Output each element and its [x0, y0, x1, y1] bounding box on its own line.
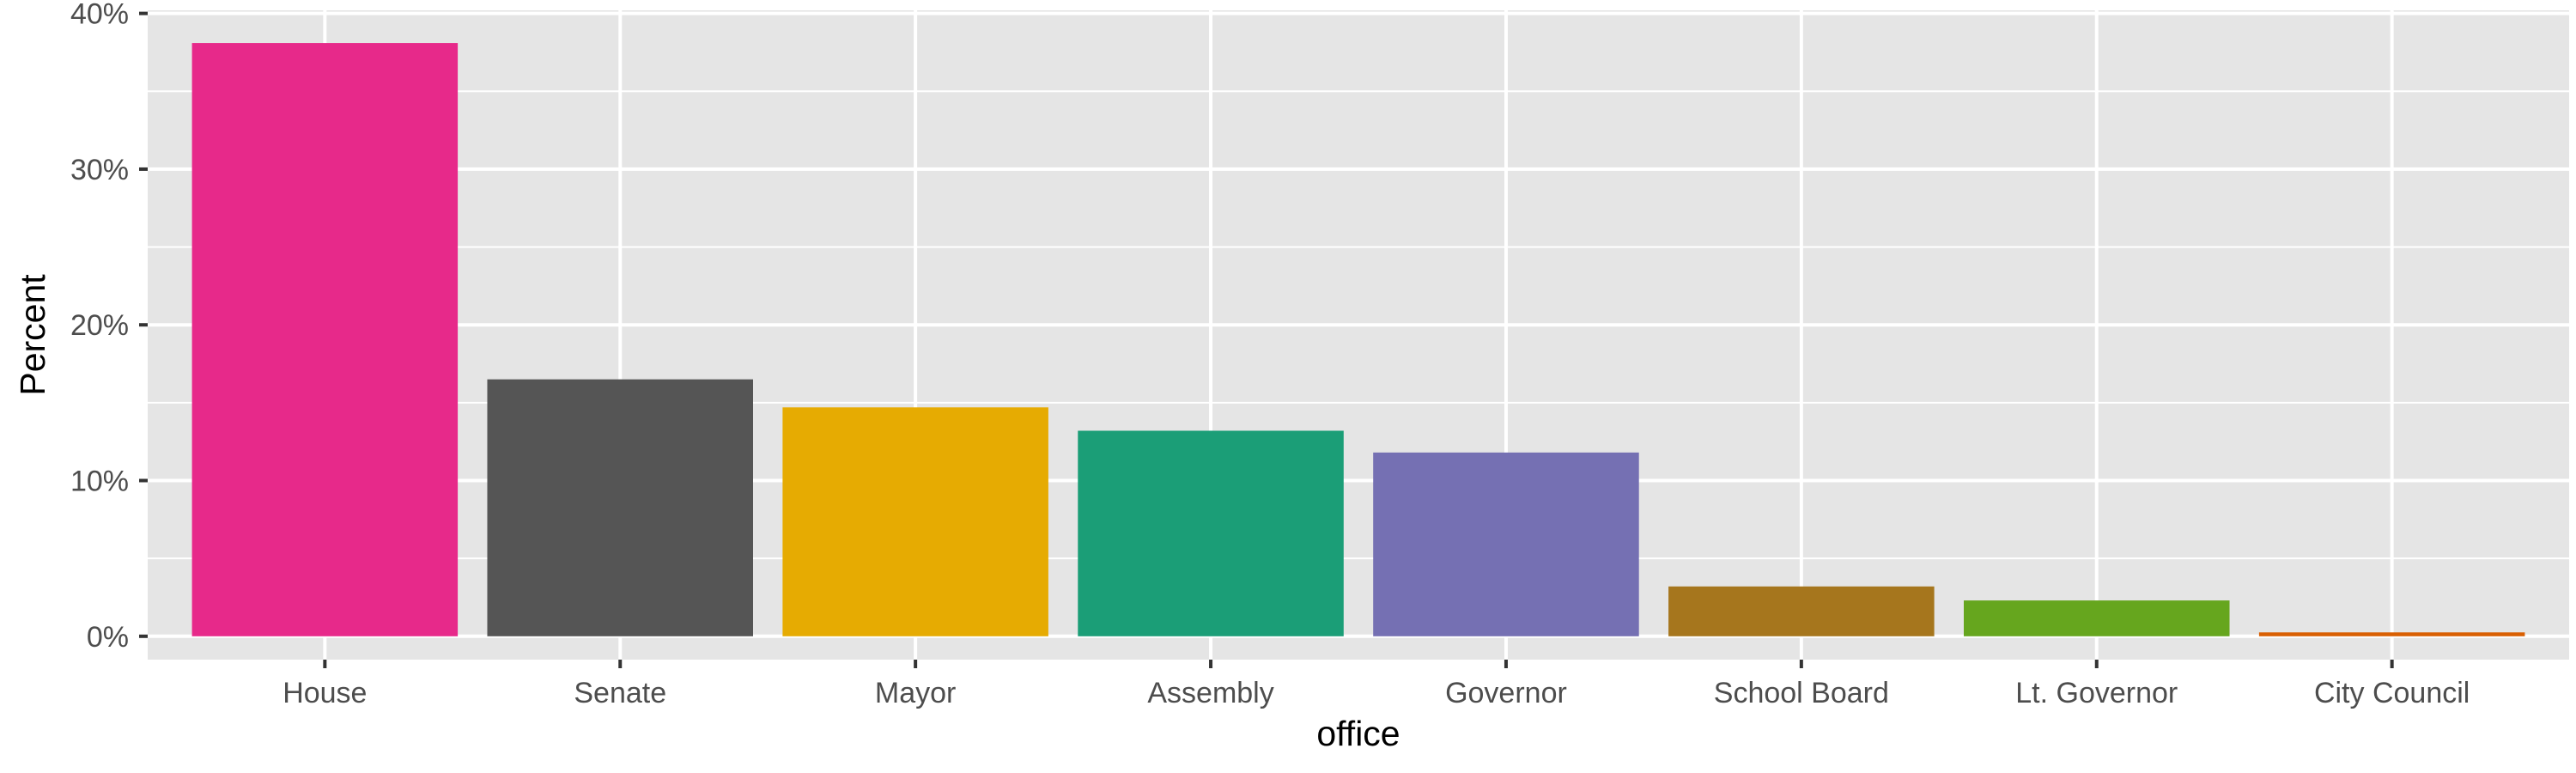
- bar-assembly: [1078, 430, 1344, 636]
- x-axis-title: office: [1316, 714, 1400, 753]
- x-tick-label: Lt. Governor: [2015, 677, 2178, 709]
- x-tick-label: School Board: [1714, 677, 1889, 709]
- bar-senate: [487, 379, 753, 636]
- y-axis: 0% 10% 20% 30% 40%: [70, 0, 148, 654]
- y-tick-label: 40%: [70, 0, 129, 31]
- bar-governor: [1373, 452, 1639, 636]
- bar-city-council: [2258, 632, 2525, 636]
- x-tick-label: Senate: [574, 677, 666, 709]
- x-tick-label: City Council: [2314, 677, 2470, 709]
- x-axis: House Senate Mayor Assembly Governor School B…: [283, 660, 2470, 709]
- y-tick-label: 10%: [70, 466, 129, 498]
- x-tick-label: Governor: [1445, 677, 1567, 709]
- x-tick-label: Assembly: [1147, 677, 1273, 709]
- bar-mayor: [782, 407, 1048, 636]
- bar-lt-governor: [1964, 600, 2230, 636]
- y-tick-label: 20%: [70, 309, 129, 342]
- y-tick-label: 0%: [87, 621, 129, 654]
- x-tick-label: House: [283, 677, 367, 709]
- bar-house: [191, 43, 459, 636]
- x-tick-label: Mayor: [875, 677, 956, 709]
- y-axis-title: Percent: [13, 274, 52, 396]
- bar-school-board: [1668, 586, 1935, 636]
- y-tick-label: 30%: [70, 154, 129, 186]
- bars: [191, 43, 2525, 636]
